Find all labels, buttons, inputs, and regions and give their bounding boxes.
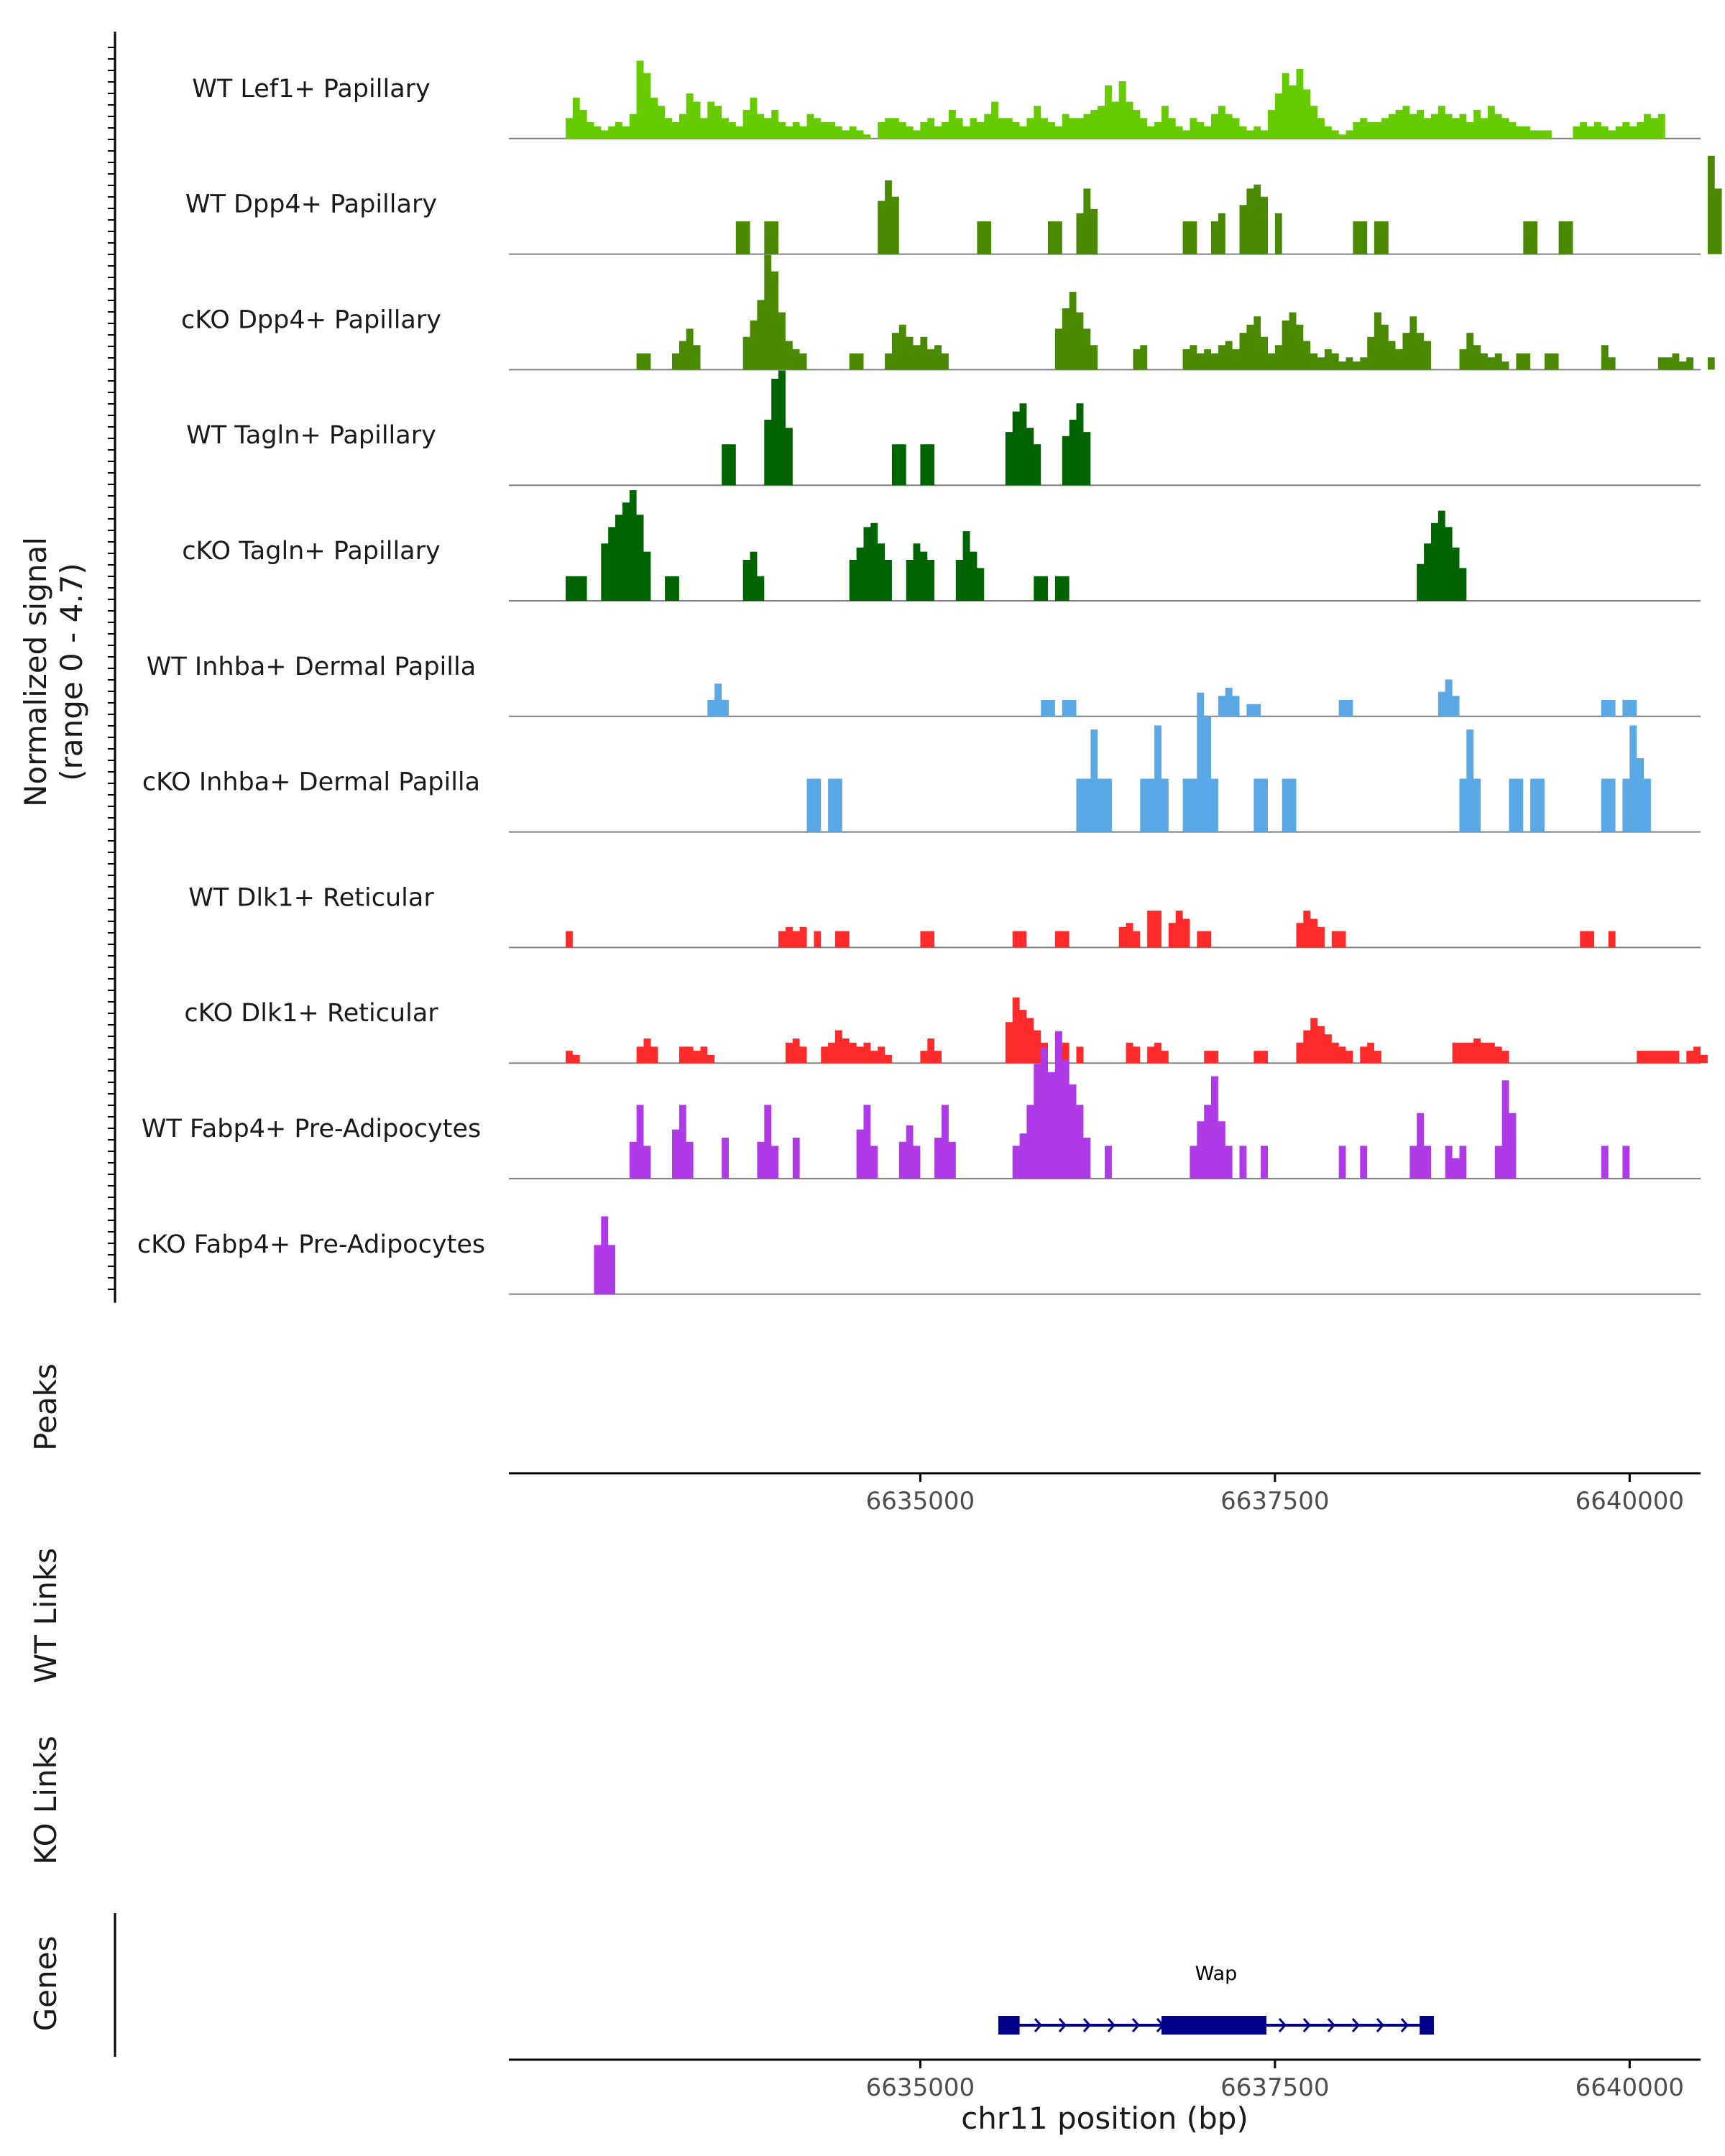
strand-chevron <box>1302 2018 1311 2032</box>
strand-chevron <box>1351 2018 1360 2032</box>
strand-chevron <box>1400 2018 1409 2032</box>
strand-chevron <box>1327 2018 1335 2032</box>
gene-track: Wap <box>998 1963 1434 2035</box>
x-tick-label: 6635000 <box>866 1487 975 1516</box>
peaks-panel-label: Peaks <box>28 1363 63 1451</box>
ko-links-panel-label: KO Links <box>28 1736 63 1865</box>
track-label: WT Dlk1+ Reticular <box>188 883 434 912</box>
gene-model: Wap <box>998 1963 1434 2035</box>
track-label: WT Dpp4+ Papillary <box>185 190 437 219</box>
track: cKO Tagln+ Papillary <box>182 490 1701 602</box>
gene-exon <box>1420 2016 1434 2035</box>
strand-chevron <box>1278 2018 1287 2032</box>
coverage-tracks: WT Lef1+ Papillary WT Dpp4+ Papillary cKO … <box>108 32 1722 1303</box>
coverage-area <box>735 155 1722 254</box>
coverage-area <box>566 60 1665 139</box>
strand-chevron <box>1376 2018 1384 2032</box>
track: WT Dpp4+ Papillary <box>185 155 1722 255</box>
track-label: WT Fabp4+ Pre-Adipocytes <box>142 1115 481 1143</box>
track: cKO Fabp4+ Pre-Adipocytes <box>137 1216 1701 1295</box>
track-label: WT Tagln+ Papillary <box>186 421 436 450</box>
track-label: cKO Fabp4+ Pre-Adipocytes <box>137 1230 485 1259</box>
track: WT Lef1+ Papillary <box>192 60 1701 139</box>
track-label: WT Inhba+ Dermal Papilla <box>147 653 476 681</box>
strand-chevron <box>1131 2018 1140 2032</box>
peaks-x-axis-ticks: 6635000 6637500 6640000 <box>866 1473 1684 1516</box>
coverage-area <box>707 679 1637 717</box>
gene-name-label: Wap <box>1195 1963 1238 1985</box>
x-tick-label: 6640000 <box>1576 2073 1684 2102</box>
track-label: cKO Dpp4+ Papillary <box>181 305 441 334</box>
coverage-area <box>636 254 1715 370</box>
coverage-area <box>594 1216 615 1294</box>
y-axis-title-line1: Normalized signal <box>18 537 53 807</box>
track: WT Fabp4+ Pre-Adipocytes <box>142 1031 1701 1179</box>
track: WT Tagln+ Papillary <box>186 370 1701 487</box>
coverage-area <box>566 998 1708 1064</box>
strand-chevron <box>1034 2018 1042 2032</box>
gene-exon <box>998 2016 1020 2035</box>
x-tick-label: 6640000 <box>1576 1487 1684 1516</box>
strand-chevron <box>1107 2018 1116 2032</box>
track: cKO Dpp4+ Papillary <box>181 254 1715 371</box>
gene-exon <box>1161 2016 1267 2035</box>
x-tick-label: 6635000 <box>866 2073 975 2102</box>
x-tick-label: 6637500 <box>1220 2073 1329 2102</box>
track-label: cKO Tagln+ Papillary <box>182 537 441 566</box>
strand-chevron <box>1082 2018 1091 2032</box>
x-axis-title: chr11 position (bp) <box>961 2101 1248 2136</box>
track: WT Inhba+ Dermal Papilla <box>147 653 1701 717</box>
track: cKO Dlk1+ Reticular <box>184 998 1708 1064</box>
track: cKO Inhba+ Dermal Papilla <box>142 692 1701 833</box>
genes-x-axis-ticks: 6635000 6637500 6640000 <box>866 2060 1684 2102</box>
strand-chevron <box>1058 2018 1067 2032</box>
track-label: cKO Inhba+ Dermal Papilla <box>142 768 480 797</box>
wt-links-panel-label: WT Links <box>28 1548 63 1683</box>
genes-panel-label: Genes <box>28 1936 63 2032</box>
y-axis-title-line2: (range 0 - 4.7) <box>54 563 89 781</box>
track: WT Dlk1+ Reticular <box>188 883 1701 949</box>
track-label: cKO Dlk1+ Reticular <box>184 999 438 1028</box>
x-tick-label: 6637500 <box>1220 1487 1329 1516</box>
coverage-area <box>722 370 1091 486</box>
track-label: WT Lef1+ Papillary <box>192 75 431 103</box>
